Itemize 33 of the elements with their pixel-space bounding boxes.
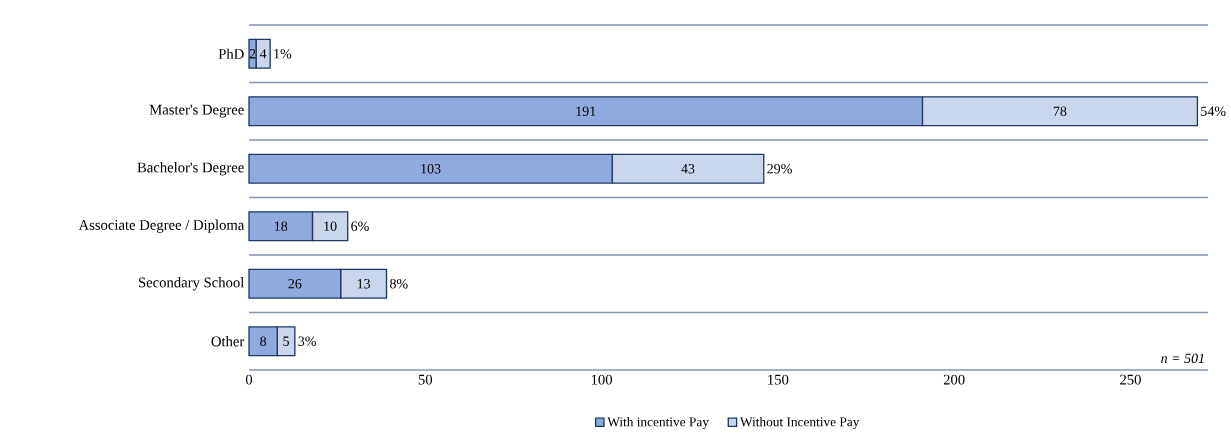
legend-label: With incentive Pay — [607, 416, 709, 430]
x-tick-label: 50 — [418, 374, 433, 385]
annotation: 8% — [389, 279, 408, 289]
annotation: n = 501 — [1161, 353, 1204, 364]
data-label: 2 — [249, 49, 256, 59]
data-label: 10 — [324, 221, 337, 231]
annotation: 29% — [767, 164, 792, 174]
data-label: 43 — [681, 164, 695, 174]
x-tick-label: 250 — [1120, 374, 1141, 385]
legend-label: Without Incentive Pay — [739, 416, 860, 430]
y-tick-label: Other — [211, 336, 245, 347]
x-tick-label: 200 — [943, 374, 965, 385]
annotation: 3% — [298, 336, 316, 346]
y-tick-label: Master's Degree — [149, 104, 244, 118]
data-label: 26 — [288, 279, 302, 289]
y-tick-label: PhD — [218, 48, 244, 59]
data-label: 18 — [274, 221, 288, 231]
x-tick-label: 150 — [768, 374, 789, 385]
data-label: 13 — [357, 279, 371, 289]
annotation: 1% — [274, 49, 292, 59]
data-label: 103 — [421, 164, 441, 174]
y-tick-label: Bachelor's Degree — [137, 162, 244, 176]
y-tick-label: Secondary School — [138, 277, 245, 291]
annotation: 6% — [351, 221, 369, 231]
annotation: 54% — [1201, 106, 1226, 116]
x-tick-label: 100 — [591, 374, 613, 385]
data-label: 78 — [1053, 106, 1067, 116]
y-tick-label: Associate Degree / Diploma — [78, 219, 245, 233]
x-tick-label: 0 — [245, 374, 253, 385]
data-label: 8 — [260, 336, 267, 346]
data-label: 191 — [576, 106, 596, 116]
data-label: 4 — [259, 49, 267, 59]
data-label: 5 — [283, 336, 289, 346]
